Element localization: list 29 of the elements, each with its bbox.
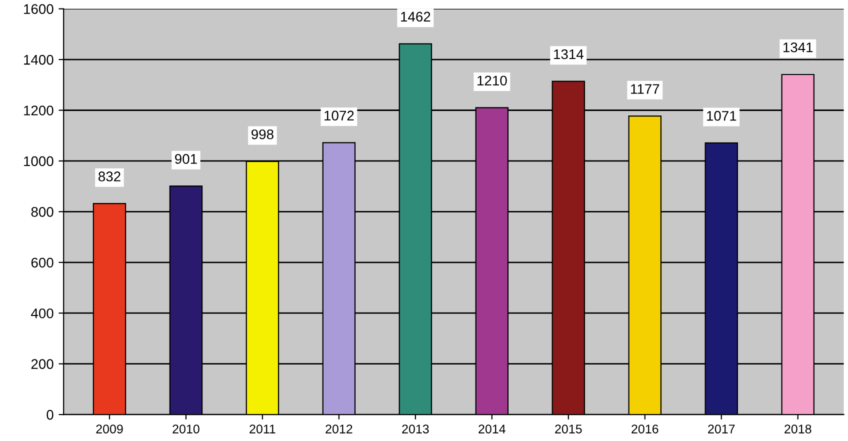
y-tick-label: 1000 <box>24 156 54 166</box>
data-label: 832 <box>98 172 120 182</box>
y-tick-label: 1400 <box>24 54 54 65</box>
y-tick-label: 1600 <box>24 4 54 14</box>
x-tick-label: 2010 <box>172 424 200 434</box>
x-tick-label: 2015 <box>555 424 582 434</box>
x-tick-label: 2017 <box>708 424 735 434</box>
x-tick-label: 2016 <box>632 424 658 434</box>
data-label: 1314 <box>554 49 584 60</box>
data-label: 1210 <box>478 76 507 86</box>
y-tick-label: 400 <box>31 308 54 318</box>
y-tick-label: 200 <box>31 359 54 369</box>
data-label: 1177 <box>631 84 660 94</box>
x-tick-label: 2012 <box>326 424 352 434</box>
data-label: 1341 <box>783 42 813 52</box>
data-label: 998 <box>252 129 274 140</box>
y-tick-label: 800 <box>31 207 54 217</box>
data-label: 901 <box>175 154 197 164</box>
x-tick-label: 2009 <box>96 424 123 434</box>
y-tick-label: 600 <box>31 258 54 268</box>
x-tick-label: 2013 <box>402 424 429 434</box>
x-tick-label: 2011 <box>250 424 276 434</box>
data-label: 1072 <box>324 110 354 121</box>
x-tick-label: 2014 <box>478 424 506 434</box>
data-label: 1071 <box>706 110 736 121</box>
x-tick-label: 2018 <box>784 424 812 434</box>
y-tick-label: 1200 <box>24 106 54 116</box>
y-tick-label: 0 <box>46 410 54 420</box>
data-label: 1462 <box>401 12 430 22</box>
